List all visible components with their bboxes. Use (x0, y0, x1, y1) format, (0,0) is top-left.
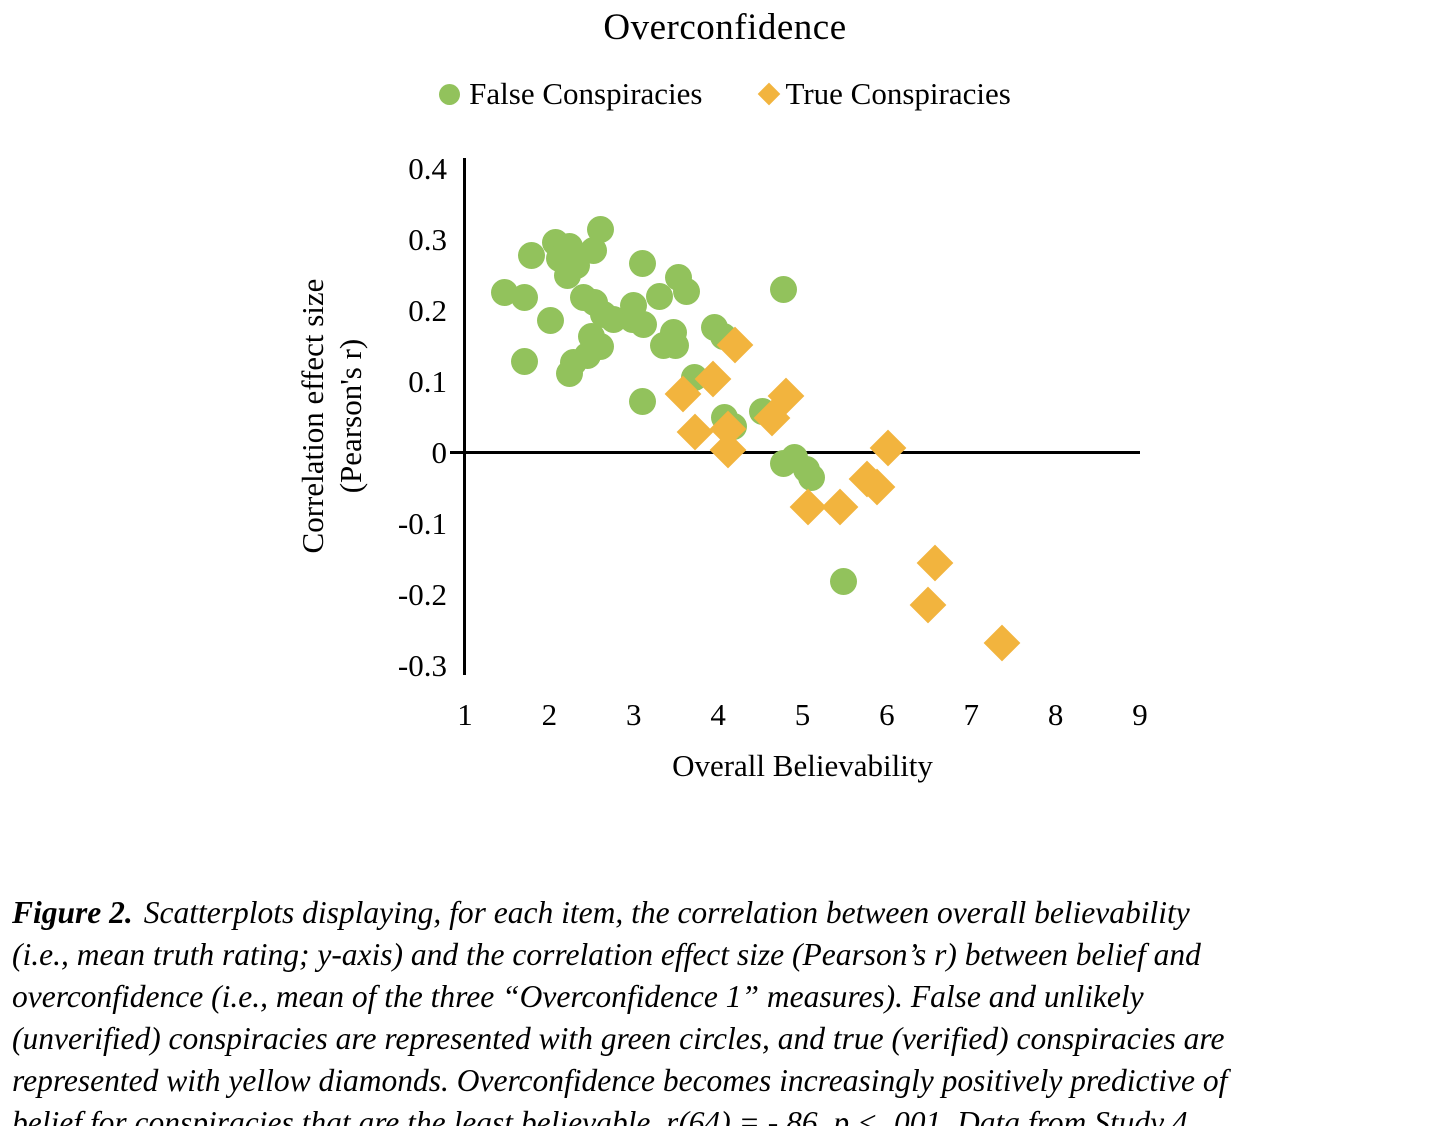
data-point-circle (769, 275, 797, 303)
y-axis-title-line2: (Pearson's r) (333, 338, 368, 494)
data-point-circle (629, 311, 657, 339)
scatter-plot-area: 0.4 0.3 0.2 0.1 0 -0.1 -0.2 -0.3 1 2 3 4 5 6 7 8 9 Over… (294, 151, 1148, 783)
data-point-diamond (821, 488, 859, 526)
x-tick-label: 2 (541, 697, 558, 732)
green-circle-legend-icon (439, 83, 461, 105)
legend-label: False Conspiracies (469, 76, 703, 111)
x-axis-title: Overall Believability (672, 748, 933, 783)
x-tick-label: 1 (457, 697, 473, 732)
x-tick-label: 4 (710, 697, 726, 732)
figure-caption-label: Figure 2. (12, 894, 133, 930)
legend-label: True Conspiracies (785, 76, 1011, 111)
x-tick-label: 8 (1047, 697, 1064, 732)
y-tick-label: -0.1 (397, 506, 447, 541)
data-point-diamond (789, 488, 826, 526)
y-tick-label: 0.2 (408, 293, 447, 328)
legend-item-false-conspiracies: False Conspiracies (439, 76, 703, 112)
y-tick-label: 0.3 (408, 222, 447, 257)
y-tick-label: -0.3 (397, 648, 447, 683)
data-point-circle (628, 387, 656, 415)
data-point-circle (798, 463, 826, 491)
data-point-circle (829, 567, 857, 595)
y-axis-title-line1: Correlation effect size (295, 278, 330, 554)
x-tick-label: 6 (879, 697, 895, 732)
data-point-circle (673, 277, 701, 305)
figure-caption-text: Scatterplots displaying, for each item, … (12, 894, 1228, 1126)
data-point-circle (628, 250, 656, 278)
figure-caption: Figure 2. Scatterplots displaying, for ea… (12, 892, 1440, 1126)
x-tick-label: 9 (1132, 697, 1148, 732)
data-point-circle (511, 348, 539, 376)
data-point-diamond (909, 586, 947, 624)
data-point-circle (536, 306, 564, 334)
data-point-diamond (676, 413, 714, 451)
data-point-circle (518, 241, 546, 269)
y-axis-title: Correlation effect size (Pearson's r) (294, 156, 370, 676)
data-point-circle (662, 331, 690, 359)
data-point-circle (586, 332, 614, 360)
y-tick-label: 0.1 (408, 364, 447, 399)
data-point-circle (511, 284, 539, 312)
data-point-diamond (916, 544, 954, 581)
x-tick-label: 5 (794, 697, 811, 732)
data-point-diamond (869, 429, 907, 466)
legend-item-true-conspiracies: True Conspiracies (757, 76, 1011, 112)
y-tick-label: -0.2 (397, 577, 447, 612)
data-point-diamond (983, 625, 1021, 662)
data-point-circle (587, 216, 615, 244)
x-tick-label: 7 (963, 697, 980, 732)
x-tick-label: 3 (626, 697, 642, 732)
y-tick-label: 0.4 (408, 151, 447, 186)
chart-title: Overconfidence (603, 7, 847, 48)
chart-legend: False Conspiracies True Conspiracies (0, 76, 1450, 112)
y-tick-label: 0 (431, 435, 448, 470)
y-axis-line (463, 158, 466, 675)
